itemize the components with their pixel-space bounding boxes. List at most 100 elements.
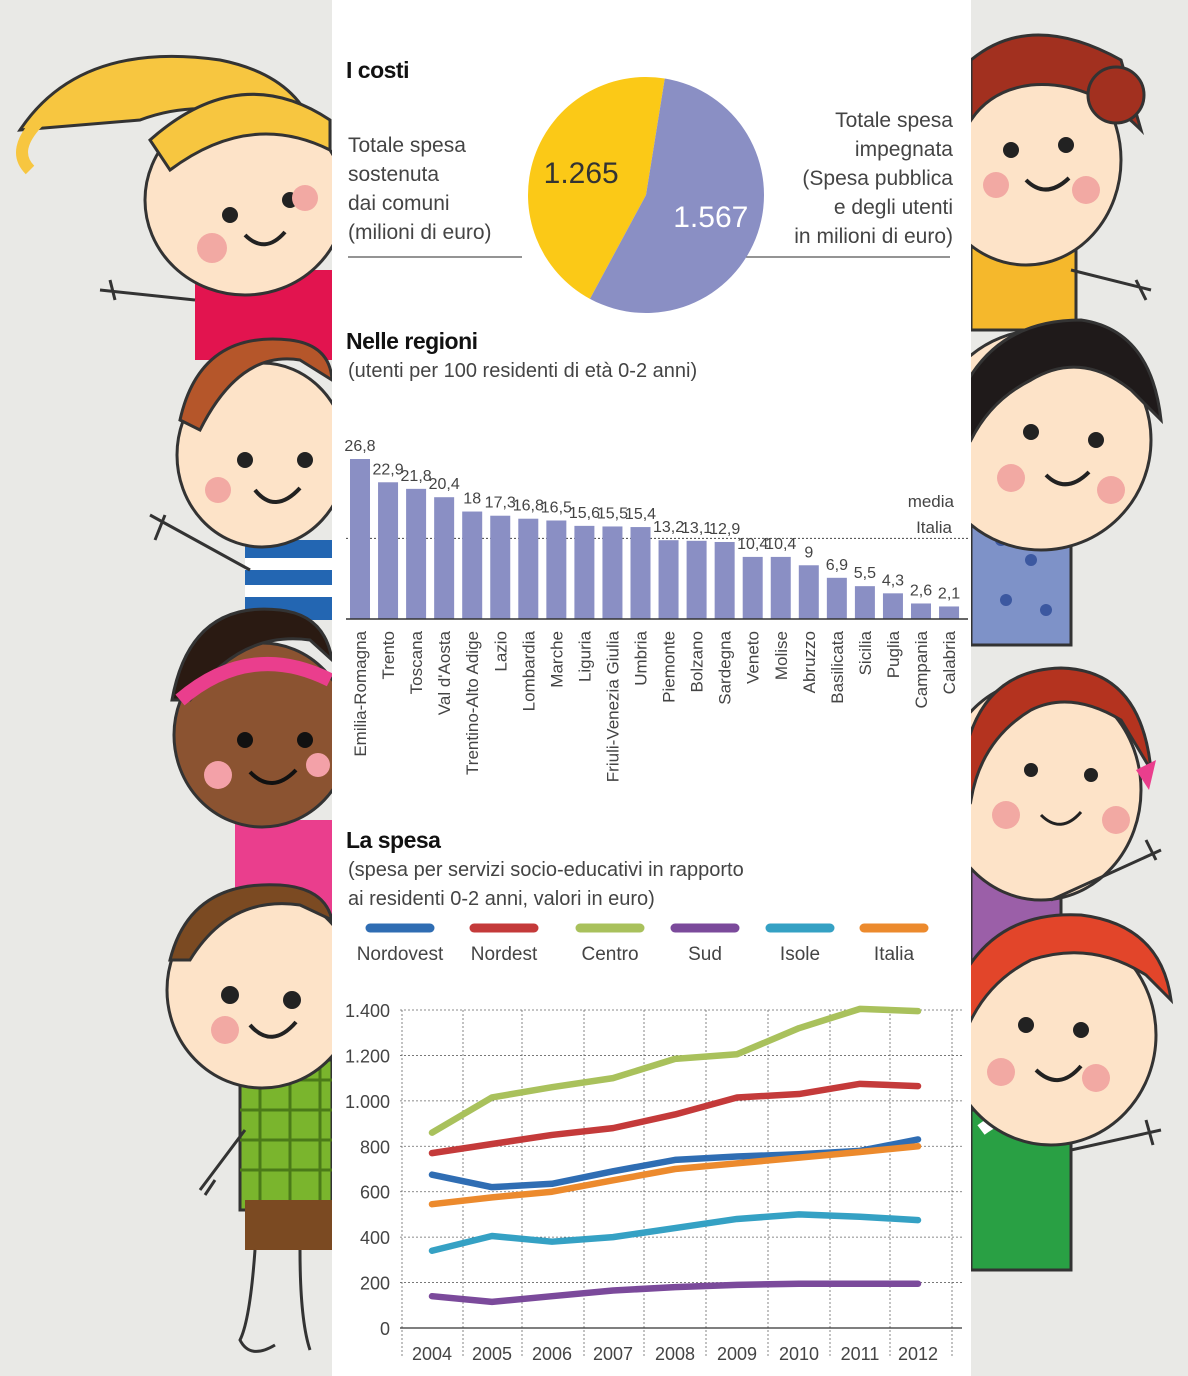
bar-category-label: Marche — [547, 631, 566, 688]
bar — [350, 459, 370, 619]
series-line — [428, 1211, 922, 1255]
bar-category-label: Puglia — [884, 630, 903, 678]
costs-left-line: Totale spesa — [348, 134, 466, 157]
bar-value-label: 16,5 — [541, 499, 572, 516]
bar — [574, 525, 595, 619]
costs-right-caption: Totale spesa impegnata (Spesa pubblica e… — [794, 106, 953, 251]
bar-category-label: Friuli-Venezia Giulia — [603, 630, 622, 782]
x-tick-label: 2008 — [655, 1344, 695, 1364]
x-tick-label: 2012 — [898, 1344, 938, 1364]
bar-value-label: 15,6 — [569, 505, 600, 522]
bar — [939, 606, 960, 619]
bar-category-label: Veneto — [744, 631, 763, 684]
bar — [378, 482, 399, 619]
pie-slice-label: 1.567 — [673, 201, 748, 234]
bar — [658, 540, 679, 619]
bar — [434, 497, 455, 619]
bar — [770, 556, 791, 619]
costs-right-line: e degli utenti — [833, 196, 953, 219]
bar-value-label: 6,9 — [826, 557, 848, 574]
y-tick-label: 0 — [380, 1319, 390, 1339]
costs-right-line: in milioni di euro) — [794, 225, 953, 248]
bar — [911, 603, 931, 619]
bar-value-label: 4,3 — [882, 572, 904, 589]
bar — [630, 527, 651, 619]
spending-subtitle-line: (spesa per servizi socio-educativi in ra… — [348, 859, 744, 881]
bar-category-label: Bolzano — [688, 631, 707, 692]
bar — [826, 577, 847, 619]
bar-value-label: 26,8 — [344, 438, 375, 455]
costs-right-line: (Spesa pubblica — [802, 167, 953, 190]
costs-left-line: dai comuni — [348, 192, 450, 215]
bar-value-label: 20,4 — [429, 476, 460, 493]
bar-category-label: Basilicata — [828, 630, 847, 703]
x-tick-label: 2005 — [472, 1344, 512, 1364]
y-tick-label: 200 — [360, 1274, 390, 1294]
bar-category-label: Campania — [912, 630, 931, 708]
bar — [686, 540, 707, 619]
bar-value-label: 16,8 — [513, 498, 544, 515]
x-tick-label: 2004 — [412, 1344, 452, 1364]
average-label: media — [908, 492, 955, 511]
spending-subtitle: (spesa per servizi socio-educativi in ra… — [348, 856, 744, 914]
bar-value-label: 2,1 — [938, 585, 960, 602]
kids-illustration-right — [971, 0, 1188, 1376]
bar — [406, 488, 427, 619]
legend-label: Isole — [780, 944, 820, 965]
bar-category-label: Toscana — [407, 630, 426, 694]
bar-category-label: Sardegna — [716, 630, 735, 704]
series-line — [428, 1143, 922, 1208]
bar — [490, 515, 511, 619]
bar — [602, 526, 623, 619]
pie-slice — [589, 78, 764, 313]
bar-value-label: 21,8 — [401, 468, 432, 485]
bar-value-label: 10,4 — [765, 536, 796, 553]
kids-illustration-left — [0, 0, 332, 1376]
regions-subtitle: (utenti per 100 residenti di età 0-2 ann… — [348, 360, 698, 382]
bar-category-label: Liguria — [575, 630, 594, 682]
bar-value-label: 18 — [463, 491, 481, 508]
costs-right-line: Totale spesa — [835, 109, 953, 132]
bar-category-label: Lazio — [491, 631, 510, 672]
bar-value-label: 17,3 — [485, 495, 516, 512]
bar-category-label: Sicilia — [856, 630, 875, 675]
x-tick-label: 2007 — [593, 1344, 633, 1364]
x-tick-label: 2011 — [841, 1344, 880, 1364]
series-line — [428, 1280, 922, 1306]
bar-value-label: 15,5 — [597, 505, 628, 522]
bar — [742, 556, 763, 619]
bar-value-label: 5,5 — [854, 565, 876, 582]
y-tick-label: 1.400 — [345, 1001, 390, 1021]
spending-subtitle-line: ai residenti 0-2 anni, valori in euro) — [348, 888, 655, 910]
costs-title: I costi — [346, 57, 409, 83]
costs-left-caption: Totale spesa sostenuta dai comuni (milio… — [348, 131, 492, 247]
legend-label: Nordest — [471, 944, 538, 965]
pie-slice-label: 1.265 — [544, 157, 619, 190]
bar-category-label: Abruzzo — [800, 631, 819, 693]
bar — [546, 520, 567, 619]
bar-category-label: Piemonte — [660, 631, 679, 703]
cost-pie-chart: 1.265 1.567 — [348, 76, 950, 313]
x-tick-label: 2006 — [532, 1344, 572, 1364]
bar-category-label: Molise — [772, 631, 791, 680]
y-tick-label: 800 — [360, 1137, 390, 1157]
bar-category-label: Lombardia — [519, 630, 538, 711]
bar — [854, 586, 875, 619]
legend-label: Centro — [581, 944, 638, 965]
legend-label: Nordovest — [357, 944, 444, 965]
pie-slice — [528, 76, 665, 299]
bar-category-label: Trentino-Alto Adige — [463, 631, 482, 775]
y-tick-label: 1.000 — [345, 1092, 390, 1112]
average-label: Italia — [916, 518, 952, 537]
bar-category-label: Emilia-Romagna — [351, 630, 370, 756]
x-tick-label: 2010 — [779, 1344, 819, 1364]
bar — [882, 593, 903, 619]
y-tick-label: 600 — [360, 1183, 390, 1203]
bar-value-label: 12,9 — [709, 521, 740, 538]
costs-left-line: sostenuta — [348, 163, 440, 186]
spending-line-chart: Nordovest Nordest Centro Sud Isole Italia 0 200… — [345, 923, 962, 1364]
costs-left-line: (milioni di euro) — [348, 221, 492, 244]
bar — [462, 511, 483, 619]
spending-title: La spesa — [346, 827, 441, 853]
bar-value-label: 10,4 — [737, 536, 768, 553]
